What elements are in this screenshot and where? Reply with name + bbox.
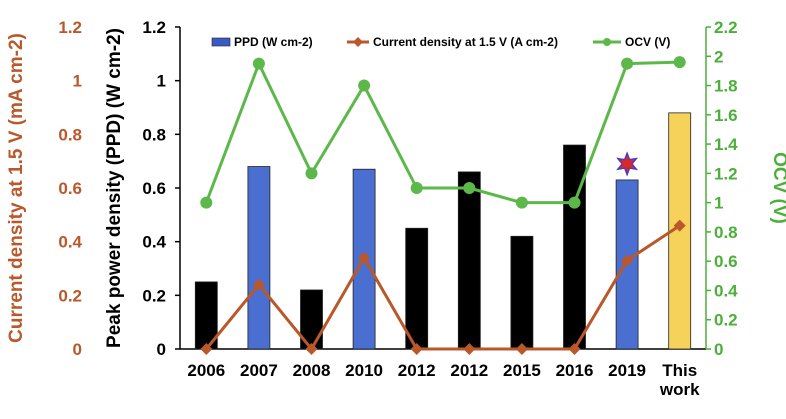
ocv-point-4 [410,182,423,194]
current-density-point-7 [568,343,581,355]
ocv-line [204,60,680,205]
x-tick-label: work [659,380,700,399]
x-tick-label: This [662,361,697,380]
left-tick-label: 1.2 [142,18,166,37]
right-tick-label: 1.6 [714,106,738,125]
left-tick-label: 0.6 [142,179,166,198]
right-tick-label: 0.8 [714,223,738,242]
x-tick-label: 2012 [450,361,488,380]
left2-tick-label: 0.4 [58,233,82,252]
bar-ppd-5 [457,171,481,350]
left-tick-label: 0.4 [142,233,166,252]
right-tick-label: 0.4 [714,281,738,300]
ocv-point-1 [252,57,265,70]
bar-ppd-6 [510,235,534,350]
current-density-point-1 [252,278,265,291]
y-left-axis-label: Peak power density (PPD) (W cm-2) [104,28,125,348]
legend: PPD (W cm-2) Current density at 1.5 V (A … [211,35,670,49]
right-tick-label: 1 [714,194,723,213]
x-tick-label: 2016 [556,361,594,380]
current-density-point-3 [358,251,371,264]
legend-swatch-current-marker [353,37,363,47]
right-tick-label: 0.2 [714,311,738,330]
ocv-point-7 [568,196,581,209]
current-density-line [205,224,681,351]
legend-label-ppd: PPD (W cm-2) [234,35,313,49]
left2-tick-label: 0 [73,340,82,359]
left2-tick-label: 1.2 [58,18,82,37]
annotations [616,151,639,177]
legend-swatch-ppd [211,37,231,47]
right-tick-label: 0 [714,340,723,359]
left2-tick-label: 0.2 [58,286,82,305]
x-tick-label: 2006 [187,361,225,380]
ocv-point-5 [463,182,476,194]
ocv-point-3 [358,79,371,92]
right-tick-label: 1.2 [714,164,738,183]
ocv-point-8 [621,57,634,70]
x-tick-label: 2008 [293,361,331,380]
left-tick-label: 0 [157,340,166,359]
current-density-point-2 [305,343,318,355]
x-tick-label: 2010 [345,361,383,380]
current-density-point-6 [515,343,528,355]
left2-tick-label: 0.8 [58,125,82,144]
y-left2-axis-label: Current density at 1.5 V (mA cm-2) [6,33,27,343]
x-tick-label: 2012 [398,361,436,380]
ocv-point-0 [200,196,213,209]
right-tick-label: 1.8 [714,77,738,96]
left2-tick-label: 0.6 [58,179,82,198]
current-density-point-5 [463,343,476,355]
right-tick-label: 1.4 [714,135,738,154]
left-tick-label: 0.8 [142,125,166,144]
current-density-point-9 [673,219,686,232]
right-tick-label: 0.6 [714,252,738,271]
legend-label-current: Current density at 1.5 V (A cm-2) [373,35,558,49]
lines [200,56,686,355]
right-tick-label: 2 [714,47,723,66]
axis-labels: Current density at 1.5 V (mA cm-2) Peak p… [6,28,786,348]
legend-swatch-ocv-marker [603,38,611,46]
right-tick-label: 2.2 [714,18,738,37]
bar-ppd-1 [247,166,271,350]
y-right-axis-label: OCV (V) [769,152,786,224]
x-tick-label: 2007 [240,361,278,380]
current-density-point-0 [200,343,213,355]
legend-label-ocv: OCV (V) [625,35,670,49]
ticks: 0 0.2 0.4 0.6 0.8 1 1.2 0 0.2 0.4 0.6 0.8 1 1.2 0 0.2 0.… [58,18,738,399]
bar-ppd-4 [405,227,429,350]
ocv-point-6 [515,196,528,209]
bars [194,112,692,350]
x-tick-label: 2019 [608,361,646,380]
ocv-point-9 [673,56,686,69]
star-annotation-0 [616,151,639,177]
current-density-point-4 [410,343,423,355]
left-tick-label: 1 [157,72,166,91]
left-tick-label: 0.2 [142,286,166,305]
current-density-point-8 [621,254,634,267]
x-tick-label: 2015 [503,361,541,380]
bar-ppd-7 [563,144,586,350]
left2-tick-label: 1 [73,72,82,91]
ocv-point-2 [305,167,318,180]
